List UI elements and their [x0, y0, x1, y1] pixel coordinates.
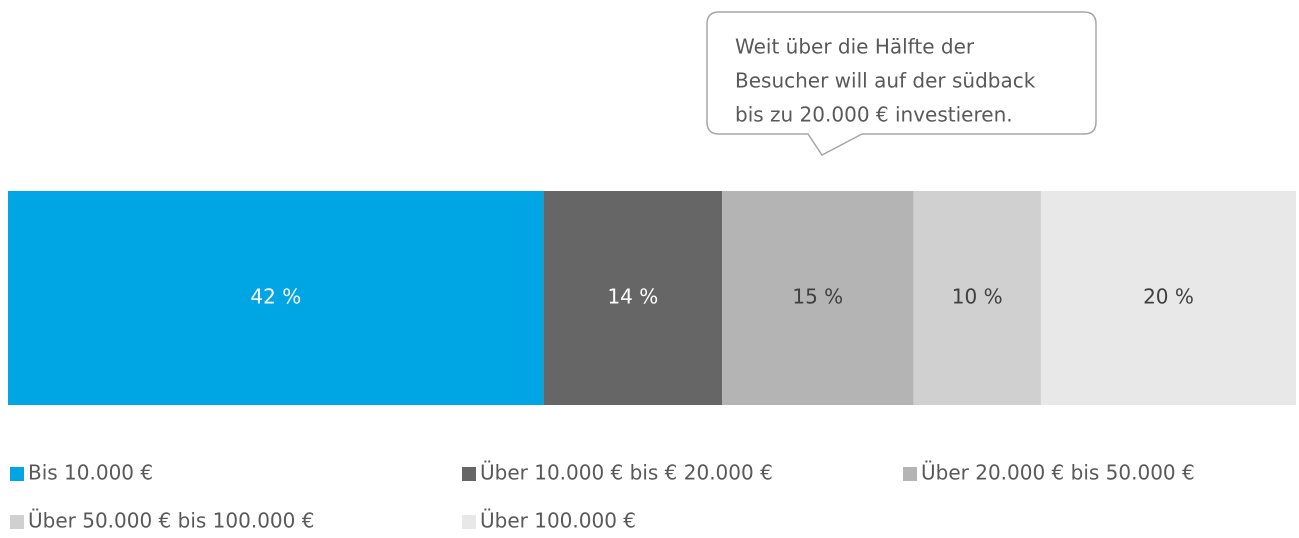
legend-label: Bis 10.000 € [28, 461, 153, 485]
bar-segment [1040, 191, 1296, 405]
bar-segment [722, 191, 914, 405]
legend-label: Über 20.000 € bis 50.000 € [921, 461, 1195, 485]
legend-label: Über 50.000 € bis 100.000 € [28, 509, 314, 533]
legend-label: Über 10.000 € bis € 20.000 € [480, 461, 773, 485]
bar-segment [8, 191, 544, 405]
legend-swatch [10, 515, 24, 529]
bar-segment [543, 191, 723, 405]
value-label: 10 % [952, 285, 1003, 309]
legend-swatch [462, 467, 476, 481]
legend-swatch [10, 467, 24, 481]
value-label: 14 % [607, 285, 658, 309]
annotation-line: Besucher will auf der südback [735, 69, 1036, 93]
bar-segment [913, 191, 1041, 405]
value-label: 20 % [1143, 285, 1194, 309]
value-label: 42 % [250, 285, 301, 309]
legend-swatch [462, 515, 476, 529]
annotation-line: Weit über die Hälfte der [735, 35, 975, 59]
legend-label: Über 100.000 € [480, 509, 636, 533]
legend-swatch [903, 467, 917, 481]
callout [706, 11, 1097, 156]
annotation-line: bis zu 20.000 € investieren. [735, 103, 1013, 127]
value-label: 15 % [792, 285, 843, 309]
